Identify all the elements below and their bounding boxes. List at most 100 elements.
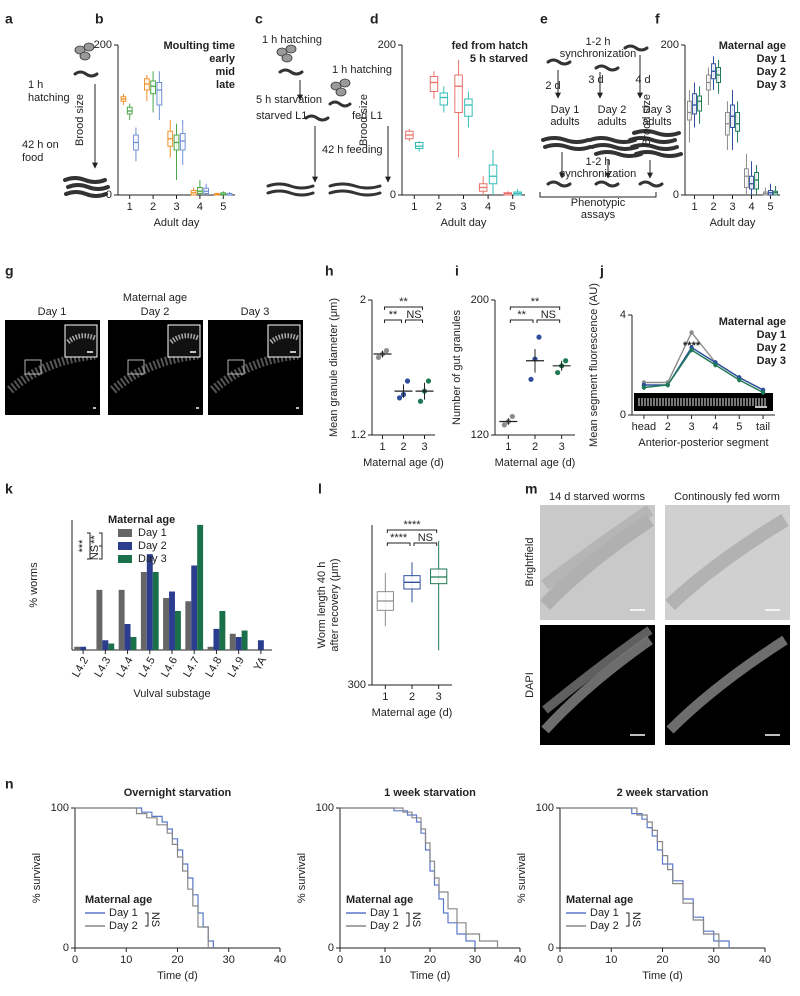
significance-label: ***	[77, 539, 89, 553]
worm-icon	[73, 70, 99, 78]
diagram-text: 1-2 h	[585, 36, 610, 48]
worm-icon	[328, 100, 352, 108]
point	[555, 369, 561, 376]
worm-image	[666, 635, 788, 734]
diagram-text: adults	[642, 116, 672, 128]
x-axis-label: Vulval substage	[133, 688, 210, 700]
diagram-text: synchronization	[560, 168, 636, 180]
bar	[185, 601, 192, 650]
worm-image	[541, 505, 654, 590]
bar	[197, 524, 204, 650]
significance-bracket	[509, 306, 561, 310]
bar	[152, 572, 159, 650]
survival-curve	[340, 807, 476, 948]
y-axis-label: after recovery (μm)	[329, 558, 341, 651]
panel-label: f	[655, 11, 660, 27]
y-axis-label: % survival	[296, 853, 308, 903]
diagram-text: Day 2	[598, 104, 627, 116]
y-axis-label: Number of gut granules	[451, 310, 463, 425]
legend-label: late	[216, 79, 235, 91]
marker	[713, 362, 718, 368]
y-tick-label: 0	[63, 942, 69, 954]
legend-title: Maternal age	[566, 894, 633, 906]
y-tick-label: 200	[471, 294, 489, 306]
bar	[130, 637, 137, 650]
y-tick-label: 4	[620, 309, 626, 321]
legend-label: Day 2	[757, 66, 786, 78]
y-tick-label: 100	[316, 802, 334, 814]
bar	[235, 637, 242, 650]
bar	[140, 572, 147, 650]
x-axis-label: Adult day	[441, 217, 487, 229]
egg-icon	[285, 44, 297, 54]
worm-icon	[594, 64, 620, 72]
box	[429, 76, 439, 92]
y-tick-label: 0	[620, 409, 626, 421]
diagram-text: food	[22, 152, 43, 164]
worm-icon	[543, 143, 592, 151]
y-tick-label: 2	[360, 294, 366, 306]
diagram-text: 1 h hatching	[332, 64, 392, 76]
row-title: DAPI	[524, 672, 536, 698]
y-tick-label: 200	[378, 39, 396, 51]
worm-icon	[328, 189, 382, 197]
point	[396, 395, 403, 401]
worm-image	[539, 514, 654, 610]
x-tick-label: 30	[708, 954, 720, 966]
x-tick-label: 3	[460, 201, 466, 213]
point	[375, 354, 382, 360]
y-tick-label: 100	[536, 802, 554, 814]
legend-label: Day 2	[138, 540, 167, 552]
worm-icon	[588, 136, 637, 144]
point	[536, 334, 542, 340]
x-axis-label: Maternal age (d)	[495, 457, 576, 469]
bar	[207, 646, 214, 650]
legend-label: Day 1	[370, 907, 399, 919]
diagram-text: 42 h on	[22, 139, 59, 151]
significance-label: NS	[630, 912, 642, 927]
x-tick-label: 1	[411, 201, 417, 213]
egg-icon	[74, 45, 86, 55]
survival-curve	[340, 807, 499, 948]
x-tick-label: 2	[665, 421, 671, 433]
x-axis-label: Anterior-posterior segment	[638, 437, 768, 449]
x-tick-label: 5	[220, 201, 226, 213]
x-tick-label: 10	[379, 954, 391, 966]
inset-box	[127, 359, 145, 375]
panel-label: i	[455, 263, 459, 279]
box	[179, 133, 186, 151]
x-tick-label: L4.4	[115, 655, 136, 680]
significance-bracket	[509, 319, 534, 323]
legend-title: Maternal age	[719, 40, 786, 52]
legend-label: fed from hatch	[452, 40, 529, 52]
significance-label: NS	[418, 532, 433, 544]
x-tick-label: L4.3	[92, 655, 113, 680]
significance-label: NS	[410, 912, 422, 927]
x-tick-label: 3	[689, 421, 695, 433]
worm-icon	[66, 183, 110, 191]
box	[744, 168, 749, 188]
diagram-text: adults	[550, 116, 580, 128]
panel-label: g	[5, 263, 14, 279]
x-tick-label: 0	[72, 954, 78, 966]
diagram-text: 5 h starvation	[256, 94, 322, 106]
panel-label: e	[540, 11, 548, 27]
bar	[102, 640, 109, 650]
box	[749, 175, 754, 190]
legend-title: Maternal age	[346, 894, 413, 906]
box	[150, 80, 156, 95]
y-axis-label: % survival	[31, 853, 43, 903]
significance-label: NS	[406, 309, 421, 321]
x-tick-label: L4.9	[226, 655, 247, 680]
x-tick-label: L4.6	[159, 655, 180, 680]
x-tick-label: 5	[767, 201, 773, 213]
point	[425, 378, 432, 384]
egg-icon	[276, 47, 288, 57]
bar	[118, 589, 125, 650]
column-title: Continously fed worm	[674, 491, 780, 503]
column-title: 14 d starved worms	[549, 491, 645, 503]
legend-label: Day 2	[109, 920, 138, 932]
worm-icon	[634, 150, 683, 158]
bar	[124, 624, 131, 650]
legend-label: Day 1	[138, 527, 167, 539]
